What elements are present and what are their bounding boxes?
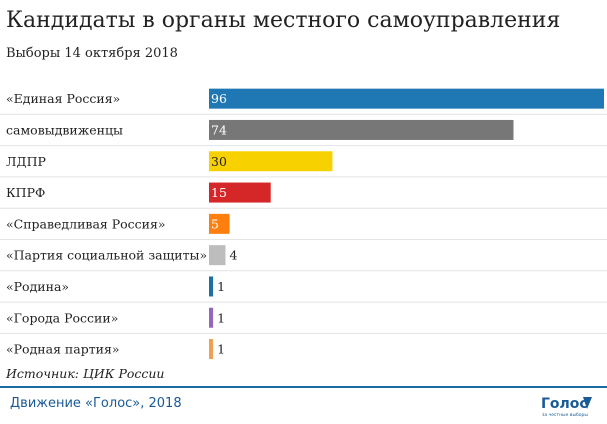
- category-label: «Родная партия»: [6, 342, 120, 357]
- bar: [209, 245, 226, 266]
- footer-divider: [0, 386, 607, 388]
- bar: [209, 151, 333, 172]
- category-label: «Справедливая Россия»: [6, 216, 166, 231]
- bar: [209, 339, 214, 360]
- chart-title: Кандидаты в органы местного самоуправлен…: [6, 8, 561, 33]
- category-label: «Города России»: [6, 310, 118, 325]
- value-label: 1: [217, 310, 225, 325]
- value-label: 96: [211, 91, 227, 106]
- value-label: 1: [217, 342, 225, 357]
- category-label: «Партия социальной защиты»: [6, 248, 207, 263]
- golos-logo-icon: Голос за честные выборы: [541, 396, 592, 418]
- category-label: самовыдвиженцы: [6, 122, 123, 137]
- category-label: КПРФ: [6, 185, 45, 200]
- bar-chart: «Единая Россия» 96 самовыдвиженцы 74 ЛДПР 30 К…: [0, 88, 607, 360]
- bar: [209, 119, 514, 140]
- bar: [209, 88, 604, 109]
- bar: [209, 276, 214, 297]
- bar: [209, 213, 230, 234]
- category-label: «Единая Россия»: [6, 91, 120, 106]
- value-label: 15: [211, 185, 227, 200]
- source-note: Источник: ЦИК России: [6, 366, 165, 381]
- logo-mark-icon: [583, 397, 592, 409]
- value-label: 74: [211, 122, 227, 137]
- value-label: 4: [229, 248, 237, 263]
- bar: [209, 182, 271, 203]
- value-label: 5: [211, 216, 219, 231]
- logo-tagline: за честные выборы: [542, 412, 588, 418]
- value-label: 30: [211, 154, 227, 169]
- bar: [209, 307, 214, 328]
- footer-credit: Движение «Голос», 2018: [10, 396, 182, 411]
- chart-subtitle: Выборы 14 октября 2018: [6, 46, 178, 61]
- category-label: ЛДПР: [6, 154, 46, 169]
- value-label: 1: [217, 279, 225, 294]
- logo-text: Голос: [541, 396, 588, 412]
- category-label: «Родина»: [6, 279, 69, 294]
